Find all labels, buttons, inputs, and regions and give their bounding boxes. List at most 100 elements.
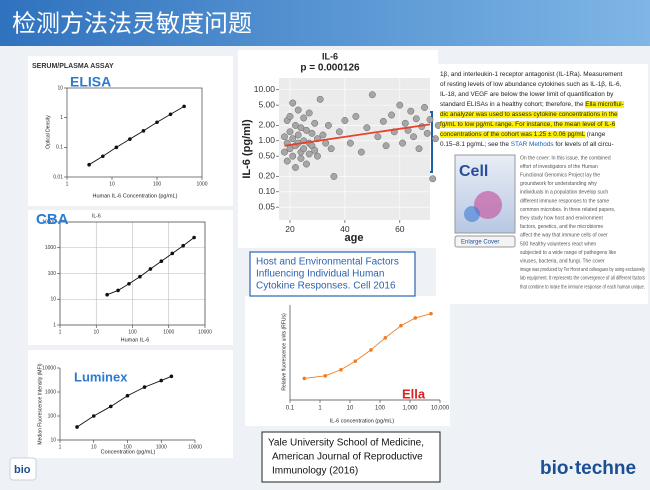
data-point (346, 139, 354, 147)
data-point (426, 116, 434, 124)
article-text[interactable]: STAR Methods (510, 141, 554, 148)
data-point (330, 172, 338, 180)
data-point (379, 117, 387, 125)
data-point (300, 114, 308, 122)
y-tick-label: 0.10 (258, 186, 275, 196)
data-point (396, 101, 404, 109)
article-line: fg/mL to low pg/mL range. For instance, … (440, 120, 647, 130)
cover-text: lab equipment. It represents the converg… (520, 276, 645, 282)
x-tick-label: 1000 (163, 329, 174, 335)
article-line: of resting levels of low abundance cytok… (440, 80, 647, 90)
x-tick-label: 20 (285, 224, 295, 234)
y-tick-label: 0.20 (258, 171, 275, 181)
citation-text: Influencing Individual Human (256, 269, 384, 280)
cover-text: Functional Genomics Project lay the (520, 173, 600, 179)
article-line: concentrations of the cohort was 1.25 ± … (440, 130, 647, 140)
article-text: of resting levels of low abundance cytok… (440, 81, 622, 88)
data-point (108, 404, 113, 409)
data-point (297, 124, 305, 132)
data-point (357, 148, 365, 156)
article-text: 0.15–8.1 pg/mL; see the (440, 141, 511, 148)
cover-text: image was produced by Ter Horst and coll… (520, 267, 645, 273)
y-tick-label: 10 (50, 437, 56, 443)
data-point (105, 292, 109, 297)
article-line: standard ELISAs in a healthy cohort; the… (440, 100, 647, 110)
data-point (300, 145, 308, 153)
article-text: dic analyzer was used to assess cytokine… (440, 111, 618, 118)
y-tick-label: 10000 (42, 365, 56, 371)
citation-text: Cytokine Responses. Cell 2016 (256, 281, 396, 292)
citation-text: American Journal of Reproductive (272, 452, 423, 463)
x-tick-label: 1000 (156, 444, 167, 450)
data-point (311, 146, 319, 154)
data-point (432, 135, 439, 143)
article-text: 1β, and interleukin-1 receptor antagonis… (440, 71, 623, 78)
panel (28, 56, 233, 206)
data-point (181, 243, 185, 248)
data-point (91, 414, 96, 418)
y-tick-label: 1000 (45, 389, 56, 395)
cover-text: factors, genetics, and the microbiome (520, 224, 603, 230)
data-point (429, 311, 433, 316)
y-tick-label: 0.01 (53, 174, 63, 180)
article-line: 1β, and interleukin-1 receptor antagonis… (440, 70, 647, 80)
data-point (352, 112, 360, 120)
article-text: for levels of all circu- (553, 141, 614, 148)
article-text: (range (585, 131, 606, 138)
data-point (339, 367, 343, 372)
axes (59, 368, 195, 441)
y-tick-label: 10000 (42, 219, 56, 225)
cover-art (464, 206, 480, 222)
x-axis-label: IL-6 concentration (pg/mL) (330, 418, 395, 424)
cover-text: groundwork for understanding why (520, 181, 597, 187)
data-point (75, 425, 79, 429)
axes (289, 305, 440, 401)
data-point (169, 374, 174, 379)
enlarge-button[interactable] (454, 235, 516, 248)
header-bar (0, 0, 650, 46)
y-tick-label: 10.00 (254, 84, 276, 94)
chart-title: CBA (36, 211, 69, 228)
cover-text: different immune responses to the same (520, 198, 609, 204)
enlarge-label[interactable]: Enlarge Cover (461, 240, 499, 246)
data-point (170, 251, 175, 256)
data-point (382, 142, 390, 150)
x-tick-label: 60 (395, 224, 405, 234)
cover-text: affect the way that immune cells of over (520, 233, 608, 239)
x-axis-label: Human IL-6 (121, 337, 150, 343)
data-point (327, 145, 335, 153)
article-text: concentrations of the cohort was 1.25 ± … (440, 131, 586, 138)
logo: bio·techne (540, 458, 636, 479)
data-point (303, 160, 310, 168)
data-point (182, 104, 186, 109)
data-point (283, 157, 291, 165)
data-point (323, 374, 328, 378)
data-point (294, 131, 302, 139)
plot-frame (66, 87, 203, 178)
y-tick-label: 100 (48, 271, 57, 277)
data-point (429, 175, 437, 183)
data-point (128, 137, 132, 141)
data-point (368, 91, 376, 99)
y-tick-label: 0.1 (56, 145, 63, 151)
data-point (141, 129, 146, 133)
data-point (297, 155, 305, 162)
x-tick-label: 10 (91, 444, 97, 450)
data-point (421, 103, 428, 111)
chart-subtitle: p = 0.000126 (300, 63, 360, 74)
data-point (399, 139, 406, 147)
logo-box (9, 457, 37, 481)
x-tick-label: 10000 (198, 329, 212, 335)
cover-text: individuals in a population develop such (520, 190, 608, 196)
y-tick-label: 1000 (45, 245, 56, 251)
chart-title: IL-6 (322, 51, 338, 61)
cover-text: effort of investigators of the Human (520, 164, 598, 170)
y-tick-label: 1.00 (258, 135, 275, 145)
y-tick-label: 10 (50, 297, 56, 303)
article-text: standard ELISAs in a healthy cohort; the… (440, 101, 586, 108)
cover-text: common microbes. In three related papers… (520, 207, 615, 213)
y-axis-label: IL-6 (pg/ml) (241, 119, 253, 179)
data-point (114, 145, 119, 150)
x-tick-label: 10000 (188, 444, 202, 450)
